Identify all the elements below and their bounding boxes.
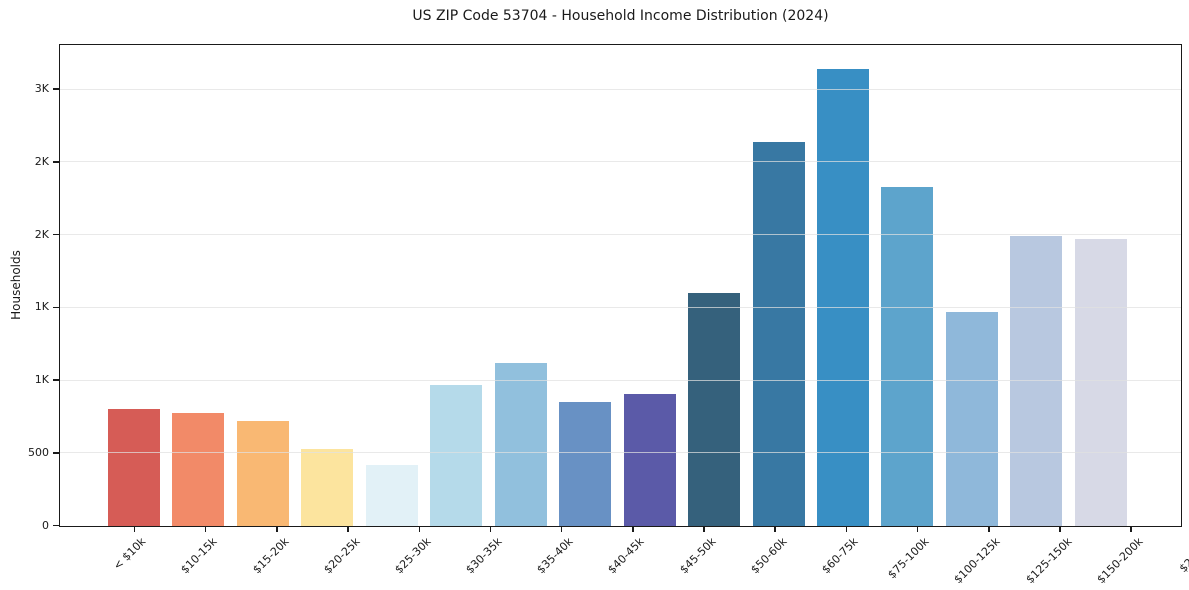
x-tick-mark bbox=[1059, 527, 1061, 532]
bar bbox=[172, 413, 225, 526]
bar bbox=[881, 187, 934, 526]
y-tick-mark bbox=[53, 524, 59, 527]
y-tick-label: 3K bbox=[34, 82, 49, 96]
bar bbox=[945, 311, 998, 526]
x-tick-label: $60-75k bbox=[819, 535, 861, 577]
plot-area bbox=[59, 44, 1182, 527]
x-category: $10-15k bbox=[178, 527, 232, 589]
x-tick-label: $45-50k bbox=[676, 535, 719, 577]
x-category: $50-60k bbox=[748, 527, 801, 589]
x-category: $200k+ bbox=[1176, 527, 1189, 589]
x-tick-mark bbox=[632, 527, 634, 532]
bar bbox=[236, 421, 289, 526]
y-tick-mark bbox=[53, 161, 59, 163]
chart-title: US ZIP Code 53704 - Household Income Dis… bbox=[412, 8, 829, 24]
bar bbox=[559, 402, 612, 526]
x-category: $75-100k bbox=[886, 527, 944, 589]
x-tick-mark bbox=[916, 527, 919, 532]
x-tick-label: $100-125k bbox=[951, 535, 1003, 587]
x-tick-mark bbox=[276, 527, 278, 532]
x-tick-mark bbox=[1130, 527, 1132, 532]
x-tick-mark bbox=[489, 527, 492, 532]
y-tick-mark bbox=[53, 452, 59, 454]
x-category: < $10k bbox=[109, 527, 161, 589]
y-tick-mark bbox=[53, 379, 59, 381]
x-tick-label: $20-25k bbox=[320, 535, 363, 577]
x-tick-mark bbox=[845, 527, 848, 532]
x-category: $15-20k bbox=[249, 527, 303, 589]
x-category: $30-35k bbox=[463, 527, 516, 589]
bar bbox=[365, 464, 418, 526]
y-tick-label: 500 bbox=[28, 445, 49, 459]
x-tick-label: $25-30k bbox=[392, 535, 434, 577]
bar bbox=[494, 363, 547, 526]
y-tick-mark bbox=[53, 88, 59, 90]
y-tick-mark bbox=[53, 306, 59, 309]
x-tick-mark bbox=[774, 527, 776, 532]
x-tick-label: < $10k bbox=[111, 535, 149, 573]
y-tick-mark bbox=[53, 233, 59, 236]
y-tick-label: 1K bbox=[34, 373, 49, 386]
x-category: $20-25k bbox=[320, 527, 374, 589]
bars-container bbox=[60, 45, 1181, 526]
x-tick-label: $35-40k bbox=[534, 535, 576, 577]
x-tick-mark bbox=[133, 527, 136, 532]
y-tick-label: 2K bbox=[34, 154, 49, 168]
x-axis: < $10k $10-15k $15-20k $20-25k $25-30k $30-35… bbox=[61, 527, 1189, 589]
x-category: $35-40k bbox=[534, 527, 588, 589]
x-category: $100-125k bbox=[952, 527, 1015, 589]
x-tick-mark bbox=[988, 527, 990, 532]
x-tick-label: $75-100k bbox=[885, 535, 932, 582]
x-tick-mark bbox=[204, 527, 207, 532]
x-tick-label: $10-15k bbox=[178, 535, 220, 577]
x-tick-label: $15-20k bbox=[249, 535, 292, 577]
bar bbox=[752, 142, 805, 526]
bar bbox=[108, 408, 160, 526]
bar bbox=[816, 68, 869, 526]
x-tick-mark bbox=[560, 527, 563, 532]
bar bbox=[688, 292, 741, 526]
bar bbox=[1074, 238, 1127, 526]
x-tick-label: $125-150k bbox=[1022, 535, 1075, 587]
bar bbox=[623, 394, 676, 526]
x-tick-label: $200k+ bbox=[1176, 535, 1189, 576]
x-category: $40-45k bbox=[605, 527, 659, 589]
x-tick-label: $50-60k bbox=[748, 535, 790, 577]
bar bbox=[301, 448, 354, 526]
x-category: $45-50k bbox=[676, 527, 730, 589]
y-tick-label: 1K bbox=[34, 300, 49, 314]
bar bbox=[1010, 235, 1063, 526]
x-tick-label: $150-200k bbox=[1094, 535, 1146, 587]
x-category: $125-150k bbox=[1023, 527, 1086, 589]
x-tick-mark bbox=[703, 527, 705, 532]
x-tick-mark bbox=[347, 527, 349, 532]
x-tick-label: $40-45k bbox=[605, 535, 648, 577]
y-tick-label: 2K bbox=[34, 227, 49, 241]
x-tick-label: $30-35k bbox=[463, 535, 505, 577]
x-category: $60-75k bbox=[819, 527, 872, 589]
x-category: $25-30k bbox=[392, 527, 445, 589]
x-tick-mark bbox=[418, 527, 420, 532]
x-category: $150-200k bbox=[1094, 527, 1157, 589]
y-tick-label: 0 bbox=[42, 518, 49, 532]
bar bbox=[430, 384, 483, 526]
